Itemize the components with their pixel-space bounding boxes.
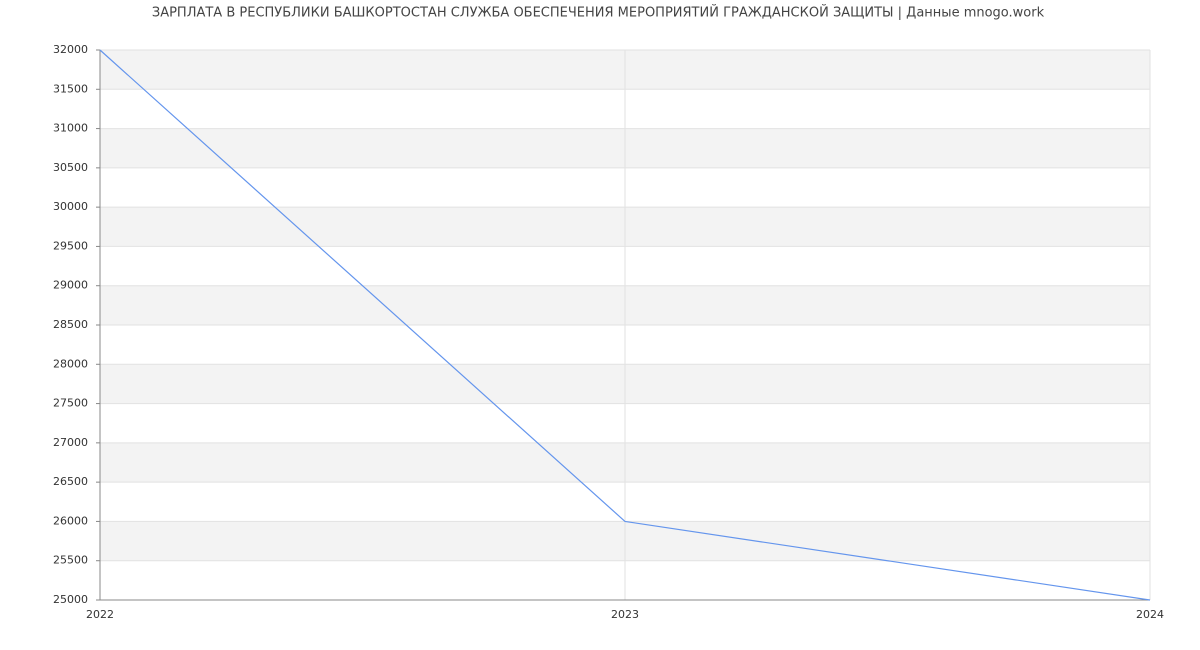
y-tick-label: 25500 <box>53 554 88 567</box>
x-tick-label: 2022 <box>86 608 114 621</box>
y-tick-label: 28500 <box>53 318 88 331</box>
y-tick-label: 30500 <box>53 161 88 174</box>
y-tick-label: 26000 <box>53 514 88 527</box>
y-tick-label: 27500 <box>53 397 88 410</box>
chart-title: ЗАРПЛАТА В РЕСПУБЛИКИ БАШКОРТОСТАН СЛУЖБ… <box>152 5 1045 21</box>
y-tick-label: 27000 <box>53 436 88 449</box>
y-tick-label: 31500 <box>53 82 88 95</box>
y-tick-label: 31000 <box>53 122 88 135</box>
y-tick-label: 30000 <box>53 200 88 213</box>
y-tick-label: 26500 <box>53 475 88 488</box>
x-tick-label: 2023 <box>611 608 639 621</box>
y-tick-label: 32000 <box>53 43 88 56</box>
x-tick-label: 2024 <box>1136 608 1164 621</box>
y-tick-label: 25000 <box>53 593 88 606</box>
y-tick-label: 28000 <box>53 357 88 370</box>
y-tick-label: 29000 <box>53 279 88 292</box>
series-line <box>99 49 1151 601</box>
y-tick-label: 29500 <box>53 239 88 252</box>
